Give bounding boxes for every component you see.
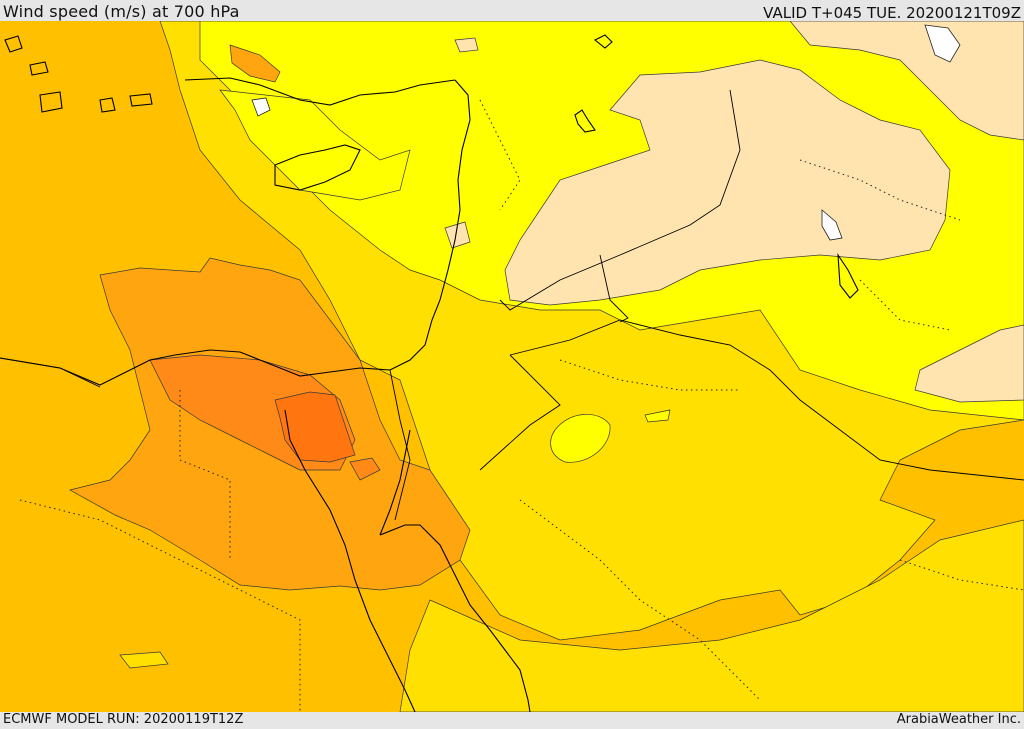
turkey-coast — [184, 77, 456, 106]
valid-time: VALID T+045 TUE. 20200121T09Z — [763, 4, 1021, 22]
band-2-fleck — [644, 409, 671, 423]
white-patch-nw — [251, 97, 271, 117]
band-1-spot — [444, 221, 471, 249]
white-patch-ne — [924, 24, 961, 63]
band-1-ne — [789, 21, 1024, 141]
header-bar: Wind speed (m/s) at 700 hPa VALID T+045 … — [0, 0, 1024, 22]
band-1-dot — [454, 37, 479, 53]
white-patch-lake — [821, 209, 843, 241]
model-run-label: ECMWF MODEL RUN: 20200119T12Z — [3, 712, 244, 727]
band-1-se — [914, 324, 1024, 403]
band-2-west — [219, 89, 411, 201]
band-2-oval — [550, 413, 611, 463]
cyprus — [274, 144, 361, 191]
band-5-north — [229, 44, 281, 83]
band-3-south — [399, 519, 1024, 712]
saudi-border — [509, 319, 1024, 481]
wind-speed-map[interactable] — [0, 21, 1024, 712]
egypt-border — [0, 357, 101, 388]
credit-label: ArabiaWeather Inc. — [896, 712, 1021, 727]
iraq-border — [499, 89, 741, 311]
caspian-marks — [574, 34, 613, 133]
map-title: Wind speed (m/s) at 700 hPa — [3, 2, 240, 21]
province-lines-8 — [859, 279, 951, 331]
jordan-border — [479, 354, 561, 471]
province-lines-2 — [19, 499, 301, 712]
band-7-core — [274, 391, 356, 463]
syria-border — [599, 254, 629, 323]
province-lines-1 — [179, 390, 231, 560]
band-1-east — [504, 59, 951, 306]
nile-line — [389, 369, 411, 521]
red-sea-west-coast — [284, 409, 416, 712]
persian-lake — [837, 252, 859, 299]
aegean-islands — [4, 35, 153, 113]
red-sea-east-coast — [379, 524, 531, 712]
province-lines-6 — [899, 559, 1024, 591]
band-6-east — [349, 457, 381, 481]
province-lines-4 — [799, 159, 961, 221]
band-3-sw — [119, 651, 169, 669]
footer-bar: ECMWF MODEL RUN: 20200119T12Z ArabiaWeat… — [0, 712, 1024, 729]
